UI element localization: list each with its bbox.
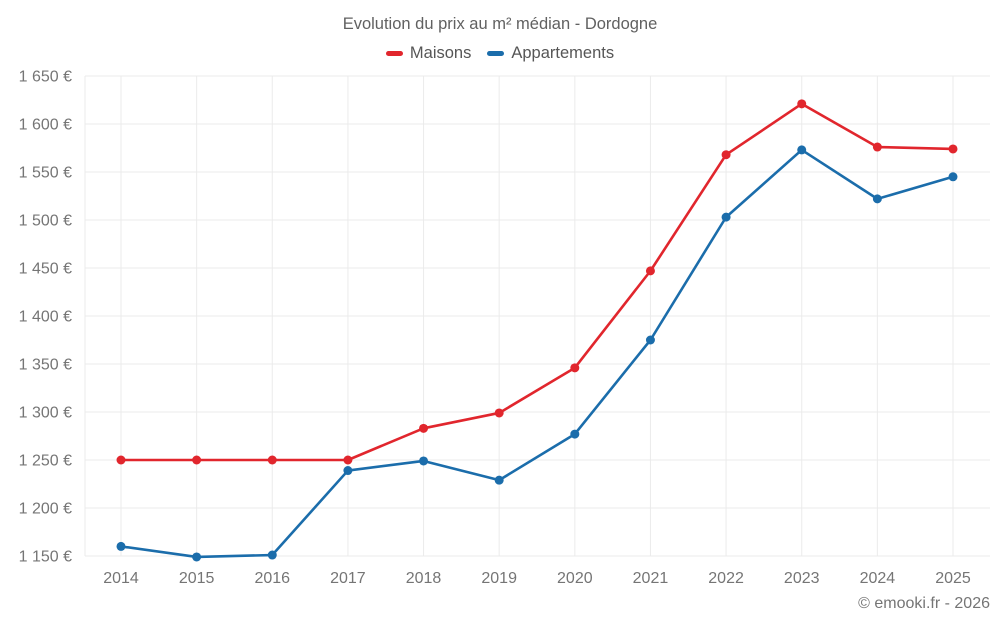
x-tick-label: 2015	[179, 570, 215, 587]
data-point	[721, 212, 731, 222]
data-point	[494, 475, 504, 485]
y-tick-label: 1 500 €	[19, 213, 72, 230]
data-point	[570, 429, 580, 439]
y-tick-label: 1 450 €	[19, 261, 72, 278]
data-point	[948, 144, 958, 154]
x-tick-label: 2017	[330, 570, 366, 587]
y-tick-label: 1 200 €	[19, 501, 72, 518]
y-tick-label: 1 650 €	[19, 69, 72, 86]
series-appartements	[116, 145, 958, 562]
x-tick-label: 2025	[935, 570, 971, 587]
data-point	[494, 408, 504, 418]
y-tick-label: 1 400 €	[19, 309, 72, 326]
series-line	[119, 102, 955, 462]
y-tick-label: 1 300 €	[19, 405, 72, 422]
x-tick-label: 2014	[103, 570, 139, 587]
x-tick-label: 2024	[860, 570, 896, 587]
chart-legend: Maisons Appartements	[0, 44, 1000, 63]
gridlines	[84, 75, 990, 557]
x-tick-label: 2021	[633, 570, 669, 587]
x-axis-labels: 2014 2015 2016 2017 2018 2019 2020 2021 2022 2023…	[103, 570, 971, 587]
y-tick-label: 1 250 €	[19, 453, 72, 470]
data-point	[948, 172, 958, 182]
data-point	[192, 552, 202, 562]
data-point	[645, 335, 655, 345]
data-point	[192, 455, 202, 465]
data-point	[343, 466, 353, 476]
data-point	[797, 99, 807, 109]
legend-item-appartements[interactable]: Appartements	[487, 44, 614, 63]
data-point	[570, 363, 580, 373]
data-point	[721, 150, 731, 160]
chart-title: Evolution du prix au m² médian - Dordogn…	[342, 15, 658, 33]
data-point	[872, 142, 882, 152]
appartements-swatch-icon	[487, 51, 505, 56]
y-tick-label: 1 550 €	[19, 165, 72, 182]
data-point	[645, 266, 655, 276]
legend-label-appartements: Appartements	[511, 44, 615, 62]
data-point	[267, 550, 277, 560]
x-tick-label: 2023	[784, 570, 820, 587]
footer-credit: © emooki.fr - 2026	[858, 595, 990, 612]
data-point	[267, 455, 277, 465]
data-point	[343, 455, 353, 465]
data-point	[419, 423, 429, 433]
legend-label-maisons: Maisons	[409, 44, 472, 62]
x-tick-label: 2016	[254, 570, 290, 587]
x-tick-label: 2020	[557, 570, 593, 587]
y-axis-labels: 1 150 € 1 200 € 1 250 € 1 300 € 1 350 € 1 400…	[19, 69, 72, 566]
y-tick-label: 1 150 €	[19, 549, 72, 566]
series-line	[119, 148, 955, 559]
data-point	[872, 194, 882, 204]
series-maisons	[116, 99, 958, 465]
x-tick-label: 2018	[406, 570, 442, 587]
legend-item-maisons[interactable]: Maisons	[385, 44, 472, 63]
data-point	[116, 541, 126, 551]
data-point	[419, 456, 429, 466]
data-point	[116, 455, 126, 465]
x-tick-label: 2019	[481, 570, 517, 587]
data-point	[797, 145, 807, 155]
y-tick-label: 1 600 €	[19, 117, 72, 134]
x-tick-label: 2022	[708, 570, 744, 587]
y-tick-label: 1 350 €	[19, 357, 72, 374]
maisons-swatch-icon	[385, 51, 403, 56]
